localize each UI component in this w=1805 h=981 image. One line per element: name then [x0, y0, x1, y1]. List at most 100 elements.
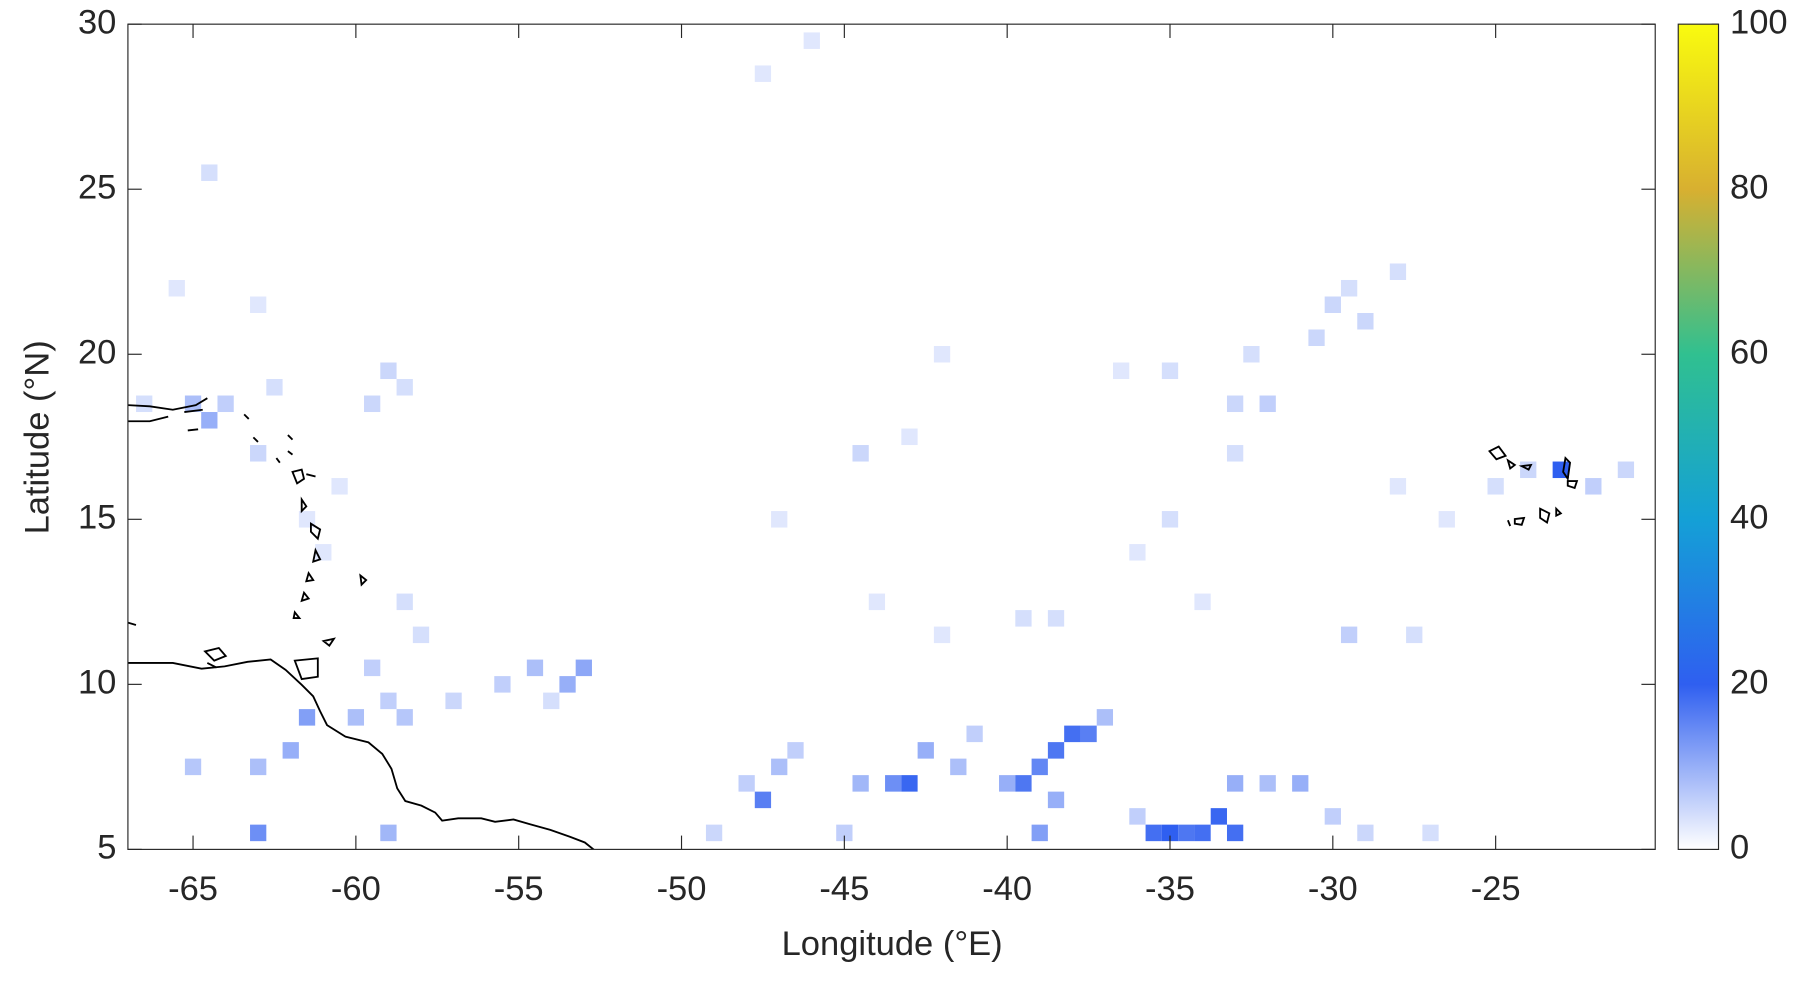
heatmap-cell	[1357, 312, 1374, 330]
x-axis-label: Longitude (°E)	[782, 925, 1003, 963]
heatmap-cell	[933, 626, 951, 644]
heatmap-cell	[999, 775, 1016, 792]
heatmap-cell	[803, 32, 820, 49]
heatmap-cell	[543, 692, 560, 710]
heatmap-cell	[559, 676, 576, 693]
coastline	[127, 408, 228, 669]
heatmap-cell	[1259, 775, 1276, 792]
heatmap-cell	[1340, 626, 1358, 644]
colorbar-tick-label: 20	[1730, 663, 1768, 701]
heatmap-cell	[1096, 709, 1114, 726]
heatmap-cell	[852, 445, 869, 462]
heatmap-cell	[1047, 742, 1065, 759]
heatmap-cell	[1161, 511, 1179, 528]
heatmap-cell	[396, 709, 413, 726]
heatmap-cell	[380, 362, 397, 380]
heatmap-cell	[396, 379, 413, 396]
heatmap-cell	[1161, 824, 1179, 842]
heatmap-cell	[168, 279, 185, 297]
x-tick-label: -25	[1471, 870, 1521, 908]
coastline	[127, 397, 208, 423]
x-tick-label: -50	[657, 870, 707, 908]
axes: -65 -60 -55 -50 -45 -40 -35 -30 -25 5 10 15 20 25 30 0 2…	[78, 3, 1788, 908]
heatmap-cell	[217, 395, 234, 413]
plot-frame	[127, 23, 1656, 850]
heatmap-cell	[950, 758, 967, 776]
heatmap-cell	[1178, 824, 1195, 842]
x-tick-label: -60	[331, 870, 381, 908]
heatmap-cell	[917, 742, 934, 759]
heatmap-cell	[901, 428, 918, 446]
heatmap-cell	[1194, 824, 1211, 842]
heatmap-cell	[1406, 626, 1423, 644]
heatmap-cell	[966, 725, 983, 743]
heatmap-cell	[1161, 362, 1179, 380]
heatmap-cell	[201, 164, 218, 181]
heatmap-cell	[754, 791, 772, 809]
heatmap-cell	[1047, 791, 1065, 809]
x-tick-label: -40	[982, 870, 1032, 908]
heatmap-cell	[1113, 362, 1130, 380]
coastline	[1488, 445, 1579, 527]
heatmap-cell	[771, 511, 788, 528]
heatmap-cell	[771, 758, 788, 776]
coastlines	[127, 397, 1579, 850]
heatmap-cell	[380, 824, 397, 842]
y-tick-label: 20	[78, 333, 116, 371]
heatmap-cell	[250, 445, 267, 462]
x-tick-label: -35	[1145, 870, 1195, 908]
heatmap-cell	[250, 296, 267, 313]
heatmap-cell	[901, 775, 918, 792]
heatmap-cell	[331, 478, 348, 495]
x-tick-label: -55	[494, 870, 544, 908]
heatmap-cell	[852, 775, 869, 792]
heatmap-cell	[933, 346, 951, 363]
heatmap-cell	[136, 395, 153, 413]
heatmap-cell	[1357, 824, 1374, 842]
x-tick-label: -65	[168, 870, 218, 908]
heatmap-cell	[1031, 758, 1048, 776]
heatmap-cell	[1129, 544, 1146, 561]
heatmap-cell	[282, 742, 299, 759]
heatmap-cell	[1243, 346, 1260, 363]
heatmap-cell	[380, 692, 397, 710]
heatmap-cell	[868, 593, 886, 611]
heatmap-cell	[201, 412, 218, 429]
heatmap-cell	[1585, 478, 1602, 495]
heatmap-cell	[1064, 725, 1081, 743]
heatmap-cell	[445, 692, 462, 710]
heatmap-cell	[396, 593, 413, 611]
heatmap-cell	[526, 659, 544, 677]
heatmap-cell	[1015, 775, 1032, 792]
heatmap-cell	[494, 676, 511, 693]
x-tick-label: -45	[819, 870, 869, 908]
heatmap-cell	[1389, 478, 1407, 495]
heatmap-cell	[1047, 610, 1065, 627]
heatmap-cell	[1226, 445, 1244, 462]
heatmap-cell	[364, 659, 381, 677]
heatmap-cell	[1422, 824, 1439, 842]
heatmap-cell	[754, 65, 772, 82]
heatmap-cell	[1210, 808, 1227, 825]
heatmap-cell	[1259, 395, 1276, 413]
heatmap-cell	[250, 824, 267, 842]
coastline	[293, 657, 319, 681]
heatmap-cell	[1292, 775, 1309, 792]
heatmap-cell	[1324, 296, 1341, 313]
heatmap-cell	[364, 395, 381, 413]
heatmap-cell	[1308, 329, 1325, 347]
heatmap-cell	[738, 775, 755, 792]
y-tick-label: 10	[78, 663, 116, 701]
coastline	[127, 658, 595, 850]
heatmap-cell	[1145, 824, 1162, 842]
heatmap-cell	[184, 395, 202, 413]
heatmap-cell	[575, 659, 592, 677]
y-tick-label: 25	[78, 168, 116, 206]
y-tick-label: 30	[78, 3, 116, 41]
heatmap-cell	[266, 379, 283, 396]
heatmap-cell	[1340, 279, 1358, 297]
heatmap-cell	[1129, 808, 1146, 825]
heatmap-cell	[1015, 610, 1032, 627]
heatmap-cells	[136, 32, 1635, 842]
